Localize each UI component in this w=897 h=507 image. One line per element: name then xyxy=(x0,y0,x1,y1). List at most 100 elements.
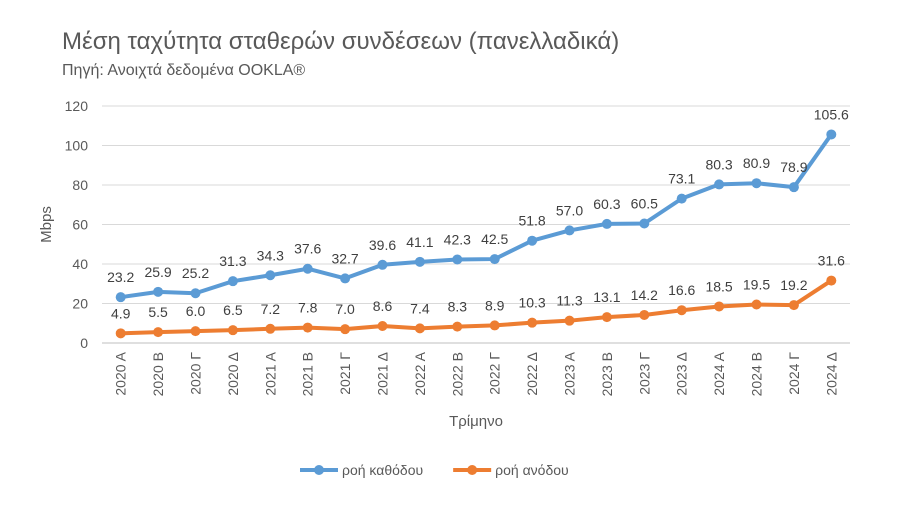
x-tick-label: 2024 Δ xyxy=(823,352,839,396)
data-label: 73.1 xyxy=(668,171,695,187)
x-axis-ticks: 2020 Α 2020 Β 2020 Γ 2020 Δ 2021 Α 2021 Β 2021… xyxy=(113,351,840,396)
data-point xyxy=(564,315,575,326)
x-tick-label: 2021 Α xyxy=(262,351,278,395)
data-label: 7.8 xyxy=(298,300,318,316)
data-point xyxy=(190,326,201,337)
x-axis-title: Τρίμηνο xyxy=(449,413,503,430)
data-point xyxy=(601,312,612,323)
data-label: 105.6 xyxy=(814,106,849,122)
x-tick-label: 2024 Α xyxy=(711,351,727,395)
legend-label: ροή ανόδου xyxy=(495,462,569,478)
data-label: 60.5 xyxy=(631,196,658,212)
y-tick-label: 20 xyxy=(72,296,88,312)
data-point xyxy=(676,305,687,316)
data-point xyxy=(527,235,538,246)
data-label: 13.1 xyxy=(593,289,620,305)
series-group xyxy=(115,129,837,339)
legend: ροή καθόδου ροή ανόδου xyxy=(300,462,569,478)
data-label: 8.9 xyxy=(485,297,505,313)
y-tick-label: 40 xyxy=(72,256,88,272)
data-point xyxy=(452,321,463,332)
data-point xyxy=(227,325,238,336)
data-point xyxy=(788,182,799,193)
y-tick-label: 80 xyxy=(72,177,88,193)
data-label: 80.9 xyxy=(743,155,770,171)
x-tick-label: 2020 Δ xyxy=(225,352,241,396)
y-tick-label: 100 xyxy=(65,138,89,154)
data-label: 42.3 xyxy=(444,231,471,247)
y-axis-title: Mbps xyxy=(38,206,55,243)
data-point xyxy=(302,322,313,333)
data-label: 10.3 xyxy=(518,295,545,311)
y-tick-label: 60 xyxy=(72,217,88,233)
x-tick-label: 2021 Γ xyxy=(337,352,353,395)
y-axis-ticks: 0 20 40 60 80 100 120 xyxy=(65,98,89,351)
y-tick-label: 120 xyxy=(65,98,89,114)
x-tick-label: 2024 Γ xyxy=(786,352,802,395)
data-point xyxy=(377,321,388,332)
data-label: 31.3 xyxy=(219,253,246,269)
x-tick-label: 2021 Δ xyxy=(375,352,391,396)
data-label: 8.3 xyxy=(448,299,468,315)
data-label: 23.2 xyxy=(107,269,134,285)
data-point xyxy=(115,292,126,303)
data-point xyxy=(714,301,725,312)
data-label: 19.2 xyxy=(780,277,807,293)
x-tick-label: 2023 Α xyxy=(562,351,578,395)
data-point xyxy=(115,328,126,339)
data-point xyxy=(564,225,575,236)
data-point xyxy=(714,179,725,190)
data-point xyxy=(489,254,500,265)
data-label: 7.4 xyxy=(410,300,430,316)
gridlines xyxy=(102,105,850,344)
chart-title: Μέση ταχύτητα σταθερών συνδέσεων (πανελλ… xyxy=(62,28,620,55)
data-label: 42.5 xyxy=(481,231,508,247)
data-label: 39.6 xyxy=(369,237,396,253)
data-labels: 23.2 25.9 25.2 31.3 34.3 37.6 32.7 39.6 41.1 42.3… xyxy=(107,106,849,321)
data-point xyxy=(751,299,762,310)
data-label: 32.7 xyxy=(331,250,358,266)
data-label: 34.3 xyxy=(257,247,284,263)
data-label: 4.9 xyxy=(111,305,131,321)
x-tick-label: 2022 Α xyxy=(412,351,428,395)
data-label: 31.6 xyxy=(818,253,845,269)
data-label: 11.3 xyxy=(556,293,582,309)
x-tick-label: 2020 Β xyxy=(150,352,166,396)
data-point xyxy=(826,129,837,140)
series-line xyxy=(118,278,834,336)
data-label: 14.2 xyxy=(631,287,658,303)
data-point xyxy=(639,309,650,320)
x-tick-label: 2023 Β xyxy=(599,352,615,396)
x-tick-label: 2023 Γ xyxy=(636,352,652,395)
legend-label: ροή καθόδου xyxy=(342,462,423,478)
data-label: 51.8 xyxy=(518,213,545,229)
data-point xyxy=(527,317,538,328)
x-tick-label: 2021 Β xyxy=(300,352,316,396)
data-point xyxy=(340,273,351,284)
data-label: 78.9 xyxy=(780,159,807,175)
data-label: 8.6 xyxy=(373,298,393,314)
chart-subtitle: Πηγή: Ανοιχτά δεδομένα OOKLA® xyxy=(62,62,306,79)
data-label: 41.1 xyxy=(406,234,433,250)
series-line xyxy=(118,132,834,300)
data-point xyxy=(489,320,500,331)
data-point xyxy=(340,324,351,335)
x-tick-label: 2020 Α xyxy=(113,351,129,395)
data-point xyxy=(265,270,276,281)
y-tick-label: 0 xyxy=(80,335,88,351)
data-label: 6.0 xyxy=(186,303,206,319)
data-label: 37.6 xyxy=(294,241,321,257)
legend-marker xyxy=(314,465,324,475)
x-tick-label: 2020 Γ xyxy=(188,352,204,395)
data-point xyxy=(377,259,388,270)
data-label: 7.2 xyxy=(261,301,281,317)
x-tick-label: 2022 Γ xyxy=(487,352,503,395)
data-point xyxy=(265,323,276,334)
data-label: 5.5 xyxy=(148,304,168,320)
data-label: 57.0 xyxy=(556,202,583,218)
data-point xyxy=(153,286,164,297)
data-label: 60.3 xyxy=(593,196,620,212)
x-tick-label: 2022 Β xyxy=(449,352,465,396)
legend-marker xyxy=(467,465,478,475)
